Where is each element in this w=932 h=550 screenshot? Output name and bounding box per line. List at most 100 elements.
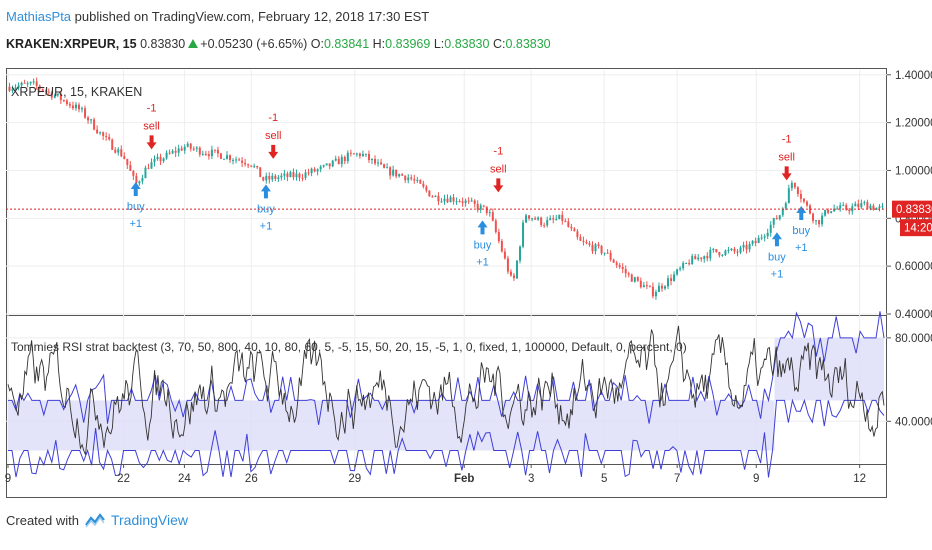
time-tick-label: 5: [601, 473, 607, 485]
candle-body: [298, 173, 301, 178]
candle-body: [144, 167, 147, 179]
candle-body: [845, 205, 848, 210]
price-tick-label: 1.00000: [895, 165, 932, 177]
candle-body: [552, 218, 555, 220]
chart-svg[interactable]: -1 sell -1 sell -1 sell -1 sell buy +1 buy +1 buy +1 b…: [0, 68, 932, 498]
candle-body: [712, 249, 715, 251]
sell-arrow-icon: [781, 166, 792, 181]
candle-body: [700, 257, 703, 260]
candle-body: [736, 251, 739, 253]
candle-body: [135, 175, 138, 184]
candle-body: [129, 165, 132, 171]
candle-body: [703, 256, 706, 260]
candle-body: [358, 153, 361, 156]
close-label: C:: [492, 37, 506, 51]
high-label: H:: [372, 37, 386, 51]
candle-body: [597, 244, 600, 246]
candle-body: [265, 175, 268, 181]
candle-body: [875, 207, 878, 210]
time-tick-label: 26: [245, 473, 258, 485]
candle-body: [685, 262, 688, 264]
time-tick-label: 9: [5, 473, 11, 485]
candle-body: [319, 166, 322, 170]
candle-body: [522, 222, 525, 247]
candle-body: [316, 169, 319, 172]
candle-body: [461, 201, 464, 203]
candle-body: [434, 195, 437, 197]
current-price-tag: [892, 200, 932, 218]
price-pane-legend: XRPEUR, 15, KRAKEN: [11, 85, 142, 99]
open-label: O:: [310, 37, 324, 51]
sell-arrow-icon: [146, 135, 157, 150]
candle-body: [44, 90, 47, 92]
candle-body: [29, 81, 32, 84]
candle-body: [183, 146, 186, 151]
time-tick-label: 12: [853, 473, 866, 485]
time-axis[interactable]: 9 22 24 26 29 Feb 3 5 7 9 12: [5, 464, 866, 485]
candle-body: [283, 173, 286, 176]
candle-body: [346, 152, 349, 162]
candle-body: [709, 249, 712, 259]
buy-arrow-icon: [130, 182, 141, 197]
candle-body: [839, 205, 842, 209]
last-price: 0.83830: [140, 37, 186, 51]
publish-info: MathiasPta published on TradingView.com,…: [6, 9, 429, 24]
candle-body: [35, 81, 38, 86]
candle-body: [26, 83, 29, 85]
candle-body: [854, 203, 857, 207]
candle-body: [609, 252, 612, 260]
candle-body: [793, 182, 796, 188]
author-link[interactable]: MathiasPta: [6, 9, 72, 24]
sell-qty-label: -1: [147, 102, 157, 114]
candle-body: [23, 82, 26, 84]
candle-body: [555, 219, 558, 221]
price-axis[interactable]: 1.400001.200001.000000.800000.600000.400…: [887, 70, 932, 321]
candle-body: [564, 220, 567, 222]
candle-body: [528, 215, 531, 219]
sell-arrow-icon: [493, 178, 504, 193]
candle-body: [361, 154, 364, 156]
sell-qty-label: -1: [493, 145, 503, 157]
candle-body: [651, 286, 654, 297]
candle-body: [727, 249, 730, 251]
candle-body: [660, 285, 663, 289]
candle-body: [525, 215, 528, 223]
tradingview-brand[interactable]: TradingView: [110, 512, 189, 528]
candle-body: [238, 159, 241, 161]
candle-body: [863, 202, 866, 204]
low-label: L:: [433, 37, 445, 51]
candle-body: [132, 170, 135, 176]
time-tick-label: 3: [528, 473, 534, 485]
chart-frame[interactable]: -1 sell -1 sell -1 sell -1 sell buy +1 buy +1 buy +1 b…: [0, 68, 932, 498]
candle-body: [676, 269, 679, 275]
candle-body: [195, 147, 198, 149]
candle-body: [718, 252, 721, 256]
candle-body: [307, 172, 310, 174]
candle-body: [682, 263, 685, 269]
candle-body: [615, 262, 618, 266]
candle-body: [114, 149, 117, 153]
candle-body: [340, 156, 343, 165]
candle-body: [159, 156, 162, 162]
candle-body: [99, 132, 102, 134]
candle-body: [277, 177, 280, 179]
oscillator-axis[interactable]: 80.0000 40.0000: [887, 333, 932, 428]
candle-body: [588, 243, 591, 245]
candle-body: [389, 167, 392, 176]
candles: [8, 77, 884, 300]
candle-body: [304, 172, 307, 178]
candle-body: [226, 155, 228, 159]
candle-body: [111, 139, 114, 150]
candle-body: [691, 256, 694, 265]
sell-label: sell: [265, 130, 282, 142]
candle-body: [162, 158, 165, 162]
candle-body: [431, 196, 434, 198]
symbol-label: KRAKEN:XRPEUR, 15: [6, 37, 137, 51]
high-value: 0.83969: [385, 37, 431, 51]
candle-body: [17, 85, 20, 88]
candle-body: [534, 218, 537, 220]
price-tick-label: 1.40000: [895, 70, 932, 82]
candle-body: [482, 205, 485, 207]
time-tick-label: 9: [753, 473, 759, 485]
buy-label: buy: [792, 225, 810, 237]
